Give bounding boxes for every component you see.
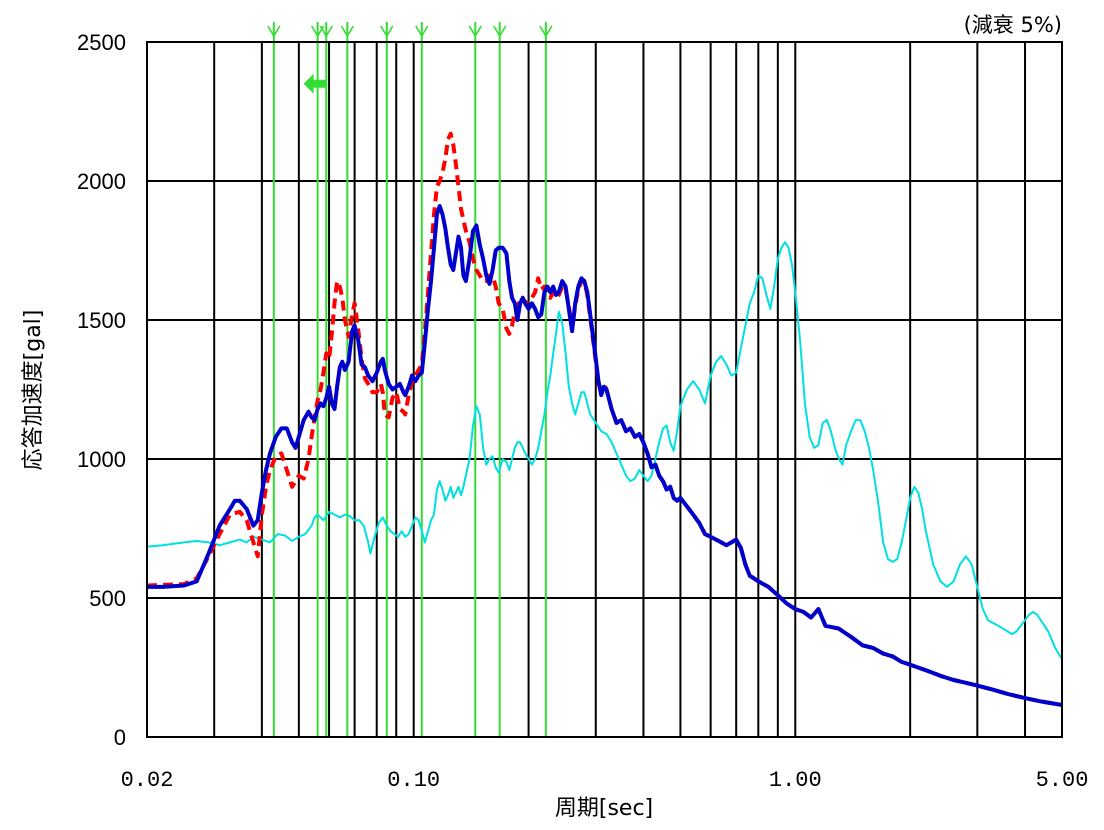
y-tick-label: 2500 xyxy=(77,30,126,55)
green-marker-arrow xyxy=(415,25,429,38)
green-marker-arrow xyxy=(468,25,482,38)
plot-frame xyxy=(146,41,1063,738)
y-axis-label: 応答加速度[gal] xyxy=(21,310,46,471)
green-marker-lines xyxy=(267,22,553,737)
y-tick-label: 2000 xyxy=(77,169,126,194)
series-lines xyxy=(146,131,1063,707)
annotation-damping: (減衰 5%) xyxy=(964,13,1062,37)
x-tick-label: 1.00 xyxy=(769,768,822,793)
left-arrow-icon xyxy=(303,73,326,94)
plot-border xyxy=(146,41,1063,738)
y-tick-label: 1000 xyxy=(77,447,126,472)
green-marker-arrow xyxy=(492,25,507,38)
green-marker-arrow xyxy=(319,25,333,38)
y-tick-label: 500 xyxy=(89,586,126,611)
green-marker-arrow xyxy=(539,25,553,38)
series-blue-line xyxy=(147,204,1063,707)
x-tick-label: 5.00 xyxy=(1036,768,1089,793)
y-tick-label: 0 xyxy=(114,725,126,750)
x-axis-label: 周期[sec] xyxy=(555,796,653,821)
series-cyan-line xyxy=(146,241,1063,660)
series-red-line xyxy=(146,131,1063,707)
grid xyxy=(147,41,1062,738)
green-marker-arrow xyxy=(267,25,281,38)
tick-labels: 0 500 1000 1500 2000 2500 0.02 0.10 1.00 5.00 xyxy=(77,30,1088,793)
x-tick-label: 0.10 xyxy=(387,768,440,793)
y-tick-label: 1500 xyxy=(77,308,126,333)
x-tick-label: 0.02 xyxy=(121,768,174,793)
green-marker-arrow xyxy=(380,25,394,38)
green-marker-arrow xyxy=(340,25,355,38)
